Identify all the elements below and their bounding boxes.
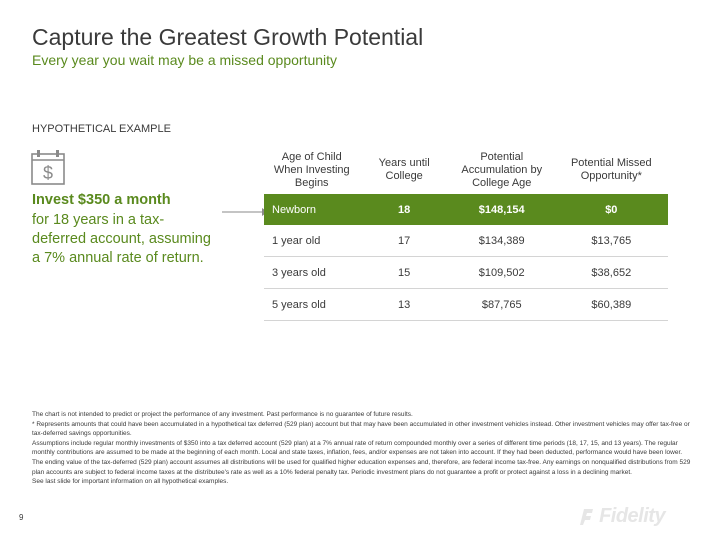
invest-description: for 18 years in a tax-deferred account, … (32, 212, 211, 266)
arrow-right-icon (222, 208, 268, 216)
table-cell: $109,502 (448, 256, 555, 289)
table-cell: 3 years old (264, 256, 360, 289)
table-cell: $13,765 (554, 225, 668, 257)
table-row: 5 years old 13 $87,765 $60,389 (264, 288, 668, 321)
col-header-age: Age of Child When Investing Begins (273, 150, 350, 189)
invest-headline: Invest $350 a month (32, 192, 171, 208)
table-cell: 15 (359, 256, 449, 289)
col-header-years: Years until College (378, 157, 430, 182)
table-cell: 13 (359, 288, 449, 321)
table-cell: $0 (554, 194, 668, 225)
logo-mark-icon (580, 508, 593, 525)
accumulation-table: Age of Child When Investing Begins Years… (264, 146, 668, 321)
footnotes: The chart is not intended to predict or … (32, 410, 692, 487)
svg-text:$: $ (43, 163, 53, 183)
footnote-see-last-slide: See last slide for important information… (32, 478, 229, 486)
page-title: Capture the Greatest Growth Potential (32, 24, 424, 50)
fidelity-logo: Fidelity (578, 505, 692, 531)
example-label: HYPOTHETICAL EXAMPLE (32, 123, 171, 135)
table-row: Newborn 18 $148,154 $0 (264, 194, 668, 225)
table-cell: 18 (359, 194, 449, 225)
table-cell: $134,389 (448, 225, 555, 257)
table-cell: $148,154 (448, 194, 555, 225)
table-row: 3 years old 15 $109,502 $38,652 (264, 256, 668, 289)
table-row: 1 year old 17 $134,389 $13,765 (264, 225, 668, 257)
col-header-accumulation: Potential Accumulation by College Age (461, 150, 543, 189)
table-cell: $87,765 (448, 288, 555, 321)
col-header-missed: Potential Missed Opportunity* (570, 157, 652, 182)
table-cell: 5 years old (264, 288, 360, 321)
table-cell: Newborn (264, 194, 360, 225)
page-number: 9 (19, 513, 24, 522)
logo-text: Fidelity (599, 505, 666, 527)
table-cell: 1 year old (264, 225, 360, 257)
footnote-asterisk: * Represents amounts that could have bee… (32, 420, 690, 438)
table-cell: $38,652 (554, 256, 668, 289)
calendar-dollar-icon: $ (31, 150, 65, 185)
footnote-disclaimer: The chart is not intended to predict or … (32, 411, 413, 418)
page-subtitle: Every year you wait may be a missed oppo… (32, 52, 338, 68)
footnote-assumptions: Assumptions include regular monthly inve… (32, 439, 691, 476)
table-cell: $60,389 (554, 288, 668, 321)
table-cell: 17 (359, 225, 449, 257)
